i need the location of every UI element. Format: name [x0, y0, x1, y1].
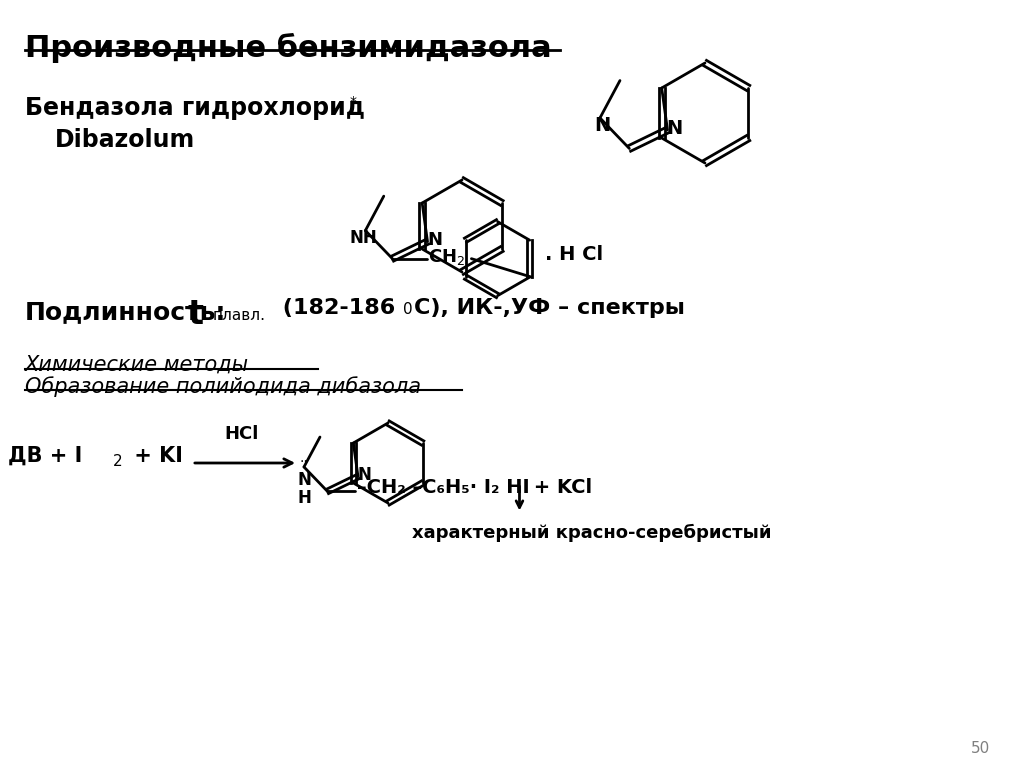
Text: 2: 2: [113, 454, 123, 469]
Text: N: N: [427, 230, 442, 249]
Text: –CH₂ –C₆H₅· I₂ HI: –CH₂ –C₆H₅· I₂ HI: [357, 478, 530, 497]
Text: NH: NH: [349, 229, 377, 247]
Text: N: N: [667, 118, 683, 137]
Text: . H Cl: . H Cl: [545, 245, 603, 264]
Text: Бендазола гидрохлорид: Бендазола гидрохлорид: [25, 96, 365, 120]
Text: *: *: [350, 95, 357, 109]
Text: плавл.: плавл.: [213, 308, 266, 323]
Text: ··: ··: [300, 455, 308, 469]
Text: (182-186: (182-186: [275, 298, 395, 318]
Text: H: H: [297, 489, 311, 507]
Text: C), ИК-,УФ – спектры: C), ИК-,УФ – спектры: [414, 298, 685, 318]
Text: t: t: [188, 298, 204, 331]
Text: ДВ + I: ДВ + I: [8, 446, 82, 466]
Text: N: N: [297, 471, 311, 489]
Text: CH$_2$: CH$_2$: [428, 247, 466, 266]
Text: + KI: + KI: [127, 446, 183, 466]
Text: N: N: [357, 465, 371, 484]
Text: характерный красно-серебристый: характерный красно-серебристый: [413, 524, 772, 541]
Text: 50: 50: [971, 741, 990, 756]
Text: HCl: HCl: [225, 425, 259, 443]
Text: Образование полийодида дибазола: Образование полийодида дибазола: [25, 376, 421, 397]
Text: N: N: [594, 117, 610, 135]
Text: Химические методы: Химические методы: [25, 355, 249, 375]
Text: Производные бензимидазола: Производные бензимидазола: [25, 33, 552, 63]
Text: Dibazolum: Dibazolum: [55, 128, 196, 152]
Text: 0: 0: [403, 302, 413, 317]
Text: Подлинность:: Подлинность:: [25, 300, 226, 324]
Text: + KCl: + KCl: [527, 478, 593, 497]
